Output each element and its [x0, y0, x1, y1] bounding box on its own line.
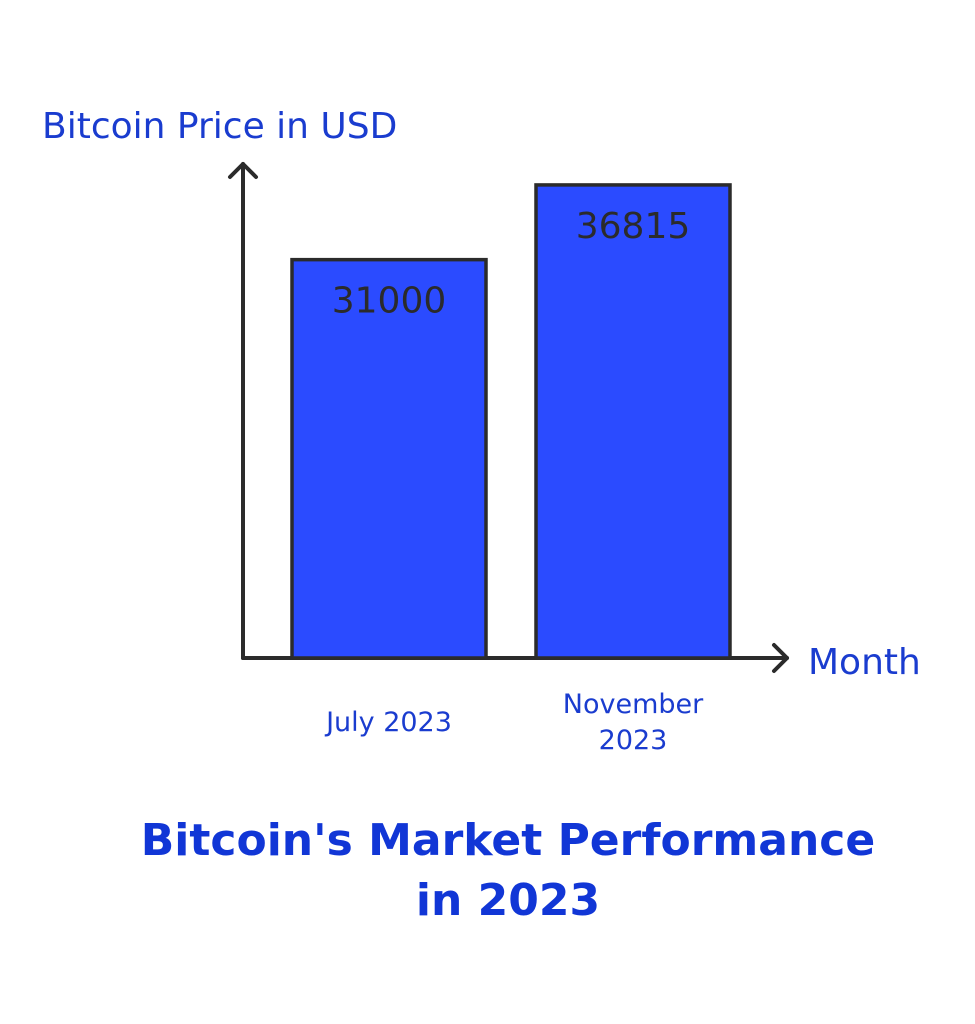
category-label-2-line-1: November: [563, 689, 704, 720]
category-labels: July 2023 November 2023: [324, 689, 704, 756]
chart-title-line-1: Bitcoin's Market Performance: [141, 815, 875, 866]
x-axis-arrowhead: [772, 643, 789, 673]
category-label-1-line-1: July 2023: [324, 707, 452, 738]
x-axis-title: Month: [808, 642, 921, 683]
value-labels: 31000 36815: [332, 206, 691, 322]
y-axis-arrowhead: [228, 162, 258, 179]
bar-2: [534, 183, 732, 660]
chart-title-line-2: in 2023: [416, 875, 600, 926]
category-label-2-line-2: 2023: [599, 725, 668, 756]
chart-title: Bitcoin's Market Performance in 2023: [141, 815, 875, 926]
y-axis-title: Bitcoin Price in USD: [42, 106, 397, 147]
bar-value-label-1: 31000: [332, 281, 447, 322]
bar-1: [290, 257, 488, 660]
bars: [290, 183, 732, 660]
bar-value-label-2: 36815: [576, 206, 691, 247]
